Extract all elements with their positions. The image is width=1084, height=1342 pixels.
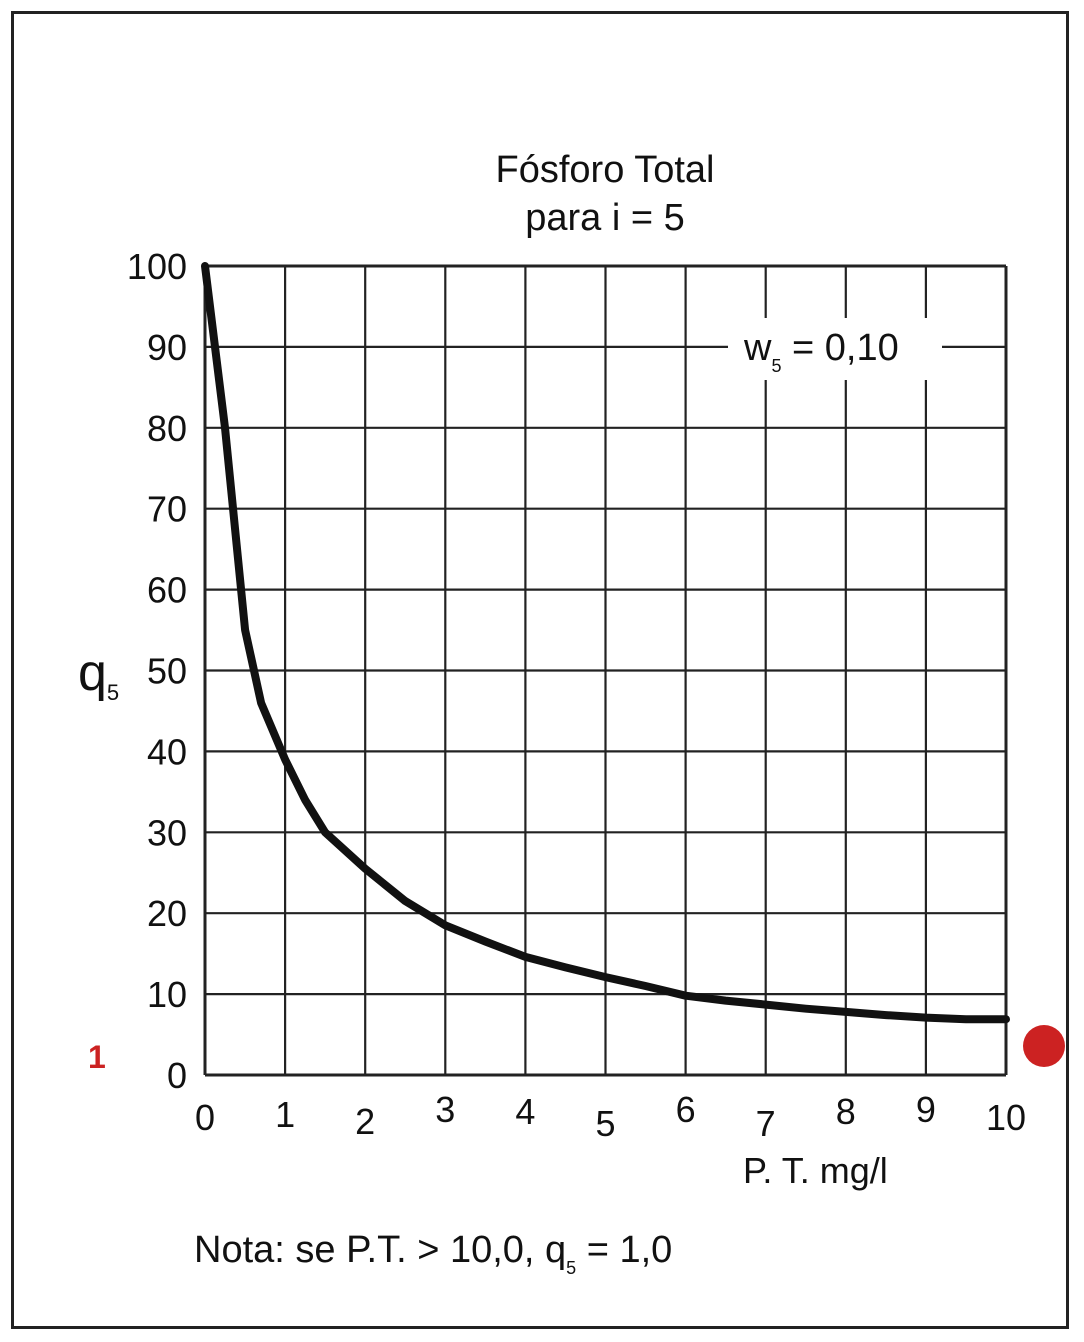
x-tick-label: 10 [986,1097,1026,1138]
y-tick-label: 90 [147,327,187,368]
grid [203,264,1008,1077]
weight-label-background [728,318,942,380]
chart-note: Nota: se P.T. > 10,0, q5 = 1,0 [194,1229,672,1278]
y-tick-label: 50 [147,651,187,692]
y-tick-label: 70 [147,489,187,530]
x-tick-label: 4 [515,1091,535,1132]
x-tick-label: 6 [676,1089,696,1130]
x-tick-label: 9 [916,1089,936,1130]
y-tick-label: 20 [147,893,187,934]
marker-dot [1023,1025,1065,1067]
y-tick-label: 80 [147,408,187,449]
tick-labels: 0 10 20 30 40 50 60 70 80 90 100 0 1 2 3 4 5 6 7 8 9 10 [127,246,1026,1144]
x-tick-label: 5 [595,1103,615,1144]
chart-subtitle: para i = 5 [525,197,685,239]
y-axis-label: q5 [78,644,119,705]
x-tick-label: 1 [275,1094,295,1135]
y-tick-label: 30 [147,812,187,853]
x-tick-label: 0 [195,1097,215,1138]
x-axis-label: P. T. mg/l [743,1150,888,1191]
y-tick-label: 40 [147,731,187,772]
y-tick-label: 60 [147,570,187,611]
annotation-number: 1 [88,1039,106,1075]
chart-title: Fósforo Total [495,149,715,191]
series-line-phosphorus [201,262,1010,1024]
x-tick-label: 2 [355,1101,375,1142]
x-tick-label: 3 [435,1089,455,1130]
y-tick-label: 100 [127,246,187,287]
x-tick-label: 7 [756,1103,776,1144]
figure-frame [11,11,1069,1329]
y-tick-label: 10 [147,974,187,1015]
x-tick-label: 8 [836,1091,856,1132]
weight-label: w5 = 0,10 [743,327,899,376]
y-tick-label: 0 [167,1055,187,1096]
